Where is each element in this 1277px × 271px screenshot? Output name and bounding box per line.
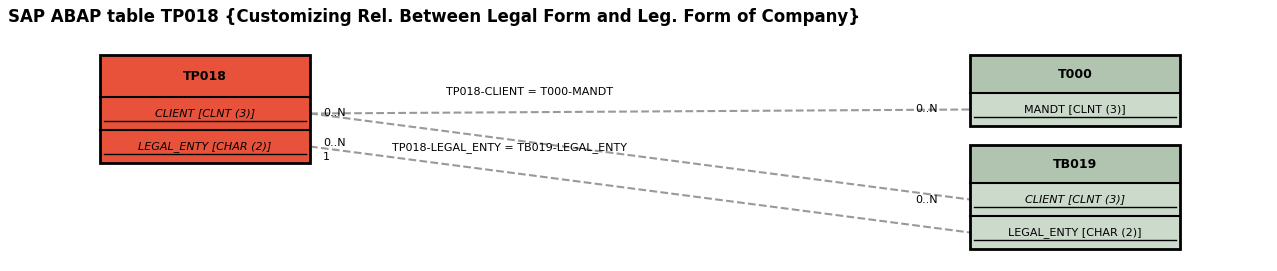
Bar (971, 145, 1180, 183)
Text: TP018: TP018 (183, 69, 227, 82)
Bar (971, 93, 1180, 126)
Bar (971, 145, 1180, 249)
Text: T000: T000 (1057, 67, 1092, 80)
Bar (100, 130, 310, 163)
Text: 0..N: 0..N (323, 138, 346, 148)
Bar (971, 55, 1180, 93)
Text: 0..N: 0..N (323, 108, 346, 118)
Bar (971, 216, 1180, 249)
Text: CLIENT [CLNT (3)]: CLIENT [CLNT (3)] (155, 108, 255, 118)
Text: 1: 1 (323, 152, 329, 162)
Text: CLIENT [CLNT (3)]: CLIENT [CLNT (3)] (1025, 195, 1125, 205)
Text: SAP ABAP table TP018 {Customizing Rel. Between Legal Form and Leg. Form of Compa: SAP ABAP table TP018 {Customizing Rel. B… (8, 8, 861, 26)
Bar (100, 55, 310, 97)
Text: TP018-LEGAL_ENTY = TB019-LEGAL_ENTY: TP018-LEGAL_ENTY = TB019-LEGAL_ENTY (392, 143, 627, 153)
Bar (100, 55, 310, 163)
Text: LEGAL_ENTY [CHAR (2)]: LEGAL_ENTY [CHAR (2)] (138, 141, 272, 152)
Text: MANDT [CLNT (3)]: MANDT [CLNT (3)] (1024, 105, 1126, 115)
Bar (100, 97, 310, 130)
Text: 0..N: 0..N (916, 195, 939, 205)
Bar (971, 55, 1180, 126)
Text: LEGAL_ENTY [CHAR (2)]: LEGAL_ENTY [CHAR (2)] (1009, 227, 1142, 238)
Bar (971, 183, 1180, 216)
Text: TB019: TB019 (1052, 157, 1097, 170)
Text: 0..N: 0..N (916, 104, 939, 114)
Text: TP018-CLIENT = T000-MANDT: TP018-CLIENT = T000-MANDT (447, 87, 613, 97)
